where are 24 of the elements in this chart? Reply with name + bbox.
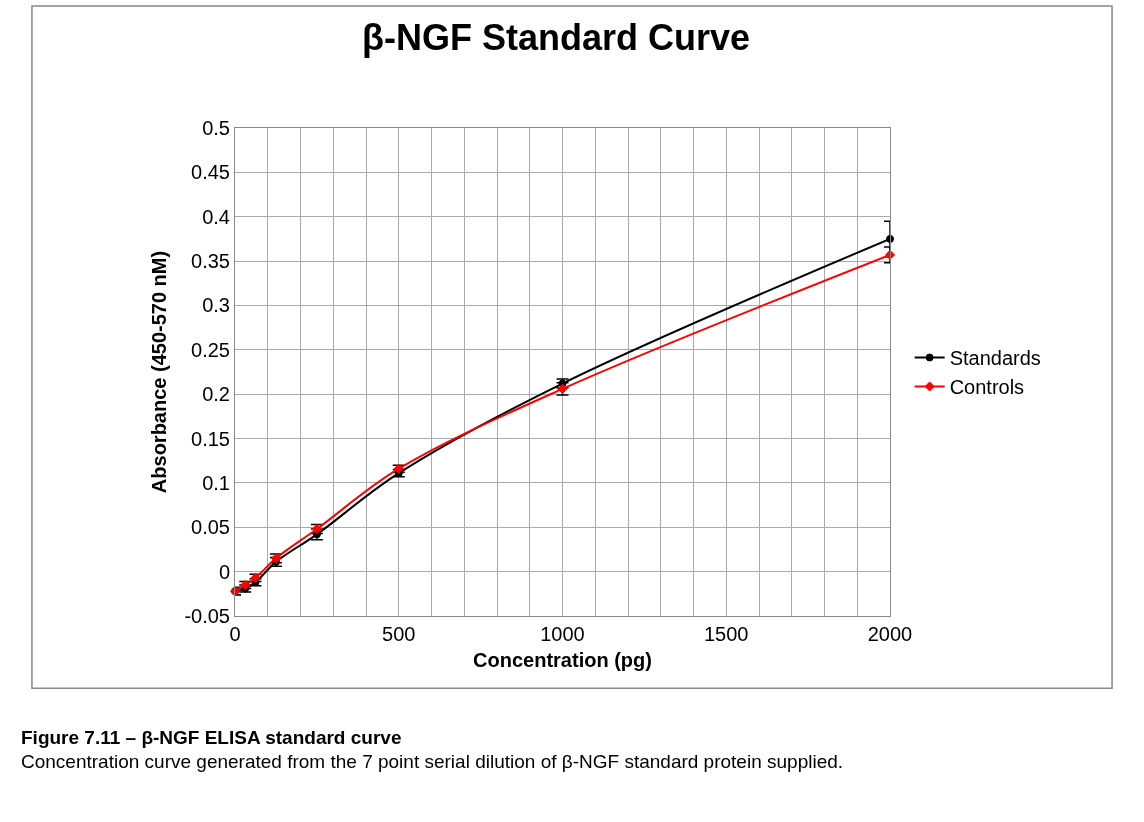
- point: [886, 234, 894, 243]
- y-tick-label: 0.3: [202, 294, 230, 317]
- x-tick-label: 500: [382, 623, 416, 645]
- y-tick-label: 0.35: [191, 250, 230, 273]
- x-tick-label: 1000: [540, 623, 585, 645]
- text: Concentration curve generated from the 7 point serial dilution of β-NGF standard protein supplied.: [21, 751, 844, 772]
- chart-title: β-NGF Standard Curve: [361, 16, 750, 58]
- caption: Figure 7.11 – β-NGF ELISA standard curve: [21, 727, 402, 748]
- y-tick-label: 0.45: [191, 161, 230, 184]
- y-tick-label: 0: [218, 560, 230, 583]
- y-tick-label: 0.2: [202, 383, 230, 406]
- y-axis-title: Absorbance (450-570 nM): [147, 250, 170, 494]
- x-tick-label: 2000: [867, 623, 913, 645]
- y-tick-label: 0.25: [191, 338, 230, 361]
- legend-label: Standards: [949, 347, 1041, 370]
- y-tick-label: -0.05: [184, 605, 230, 627]
- x-axis-title: Concentration (pg): [473, 648, 652, 671]
- y-tick-label: 0.4: [202, 205, 230, 228]
- y-tick-label: 0.05: [191, 516, 230, 539]
- y-tick-label: 0.15: [191, 427, 230, 450]
- legend-label: Controls: [949, 376, 1025, 399]
- x-tick-label: 1500: [704, 623, 749, 645]
- y-tick-label: 0.1: [202, 471, 230, 494]
- y-tick-label: 0.5: [202, 117, 230, 139]
